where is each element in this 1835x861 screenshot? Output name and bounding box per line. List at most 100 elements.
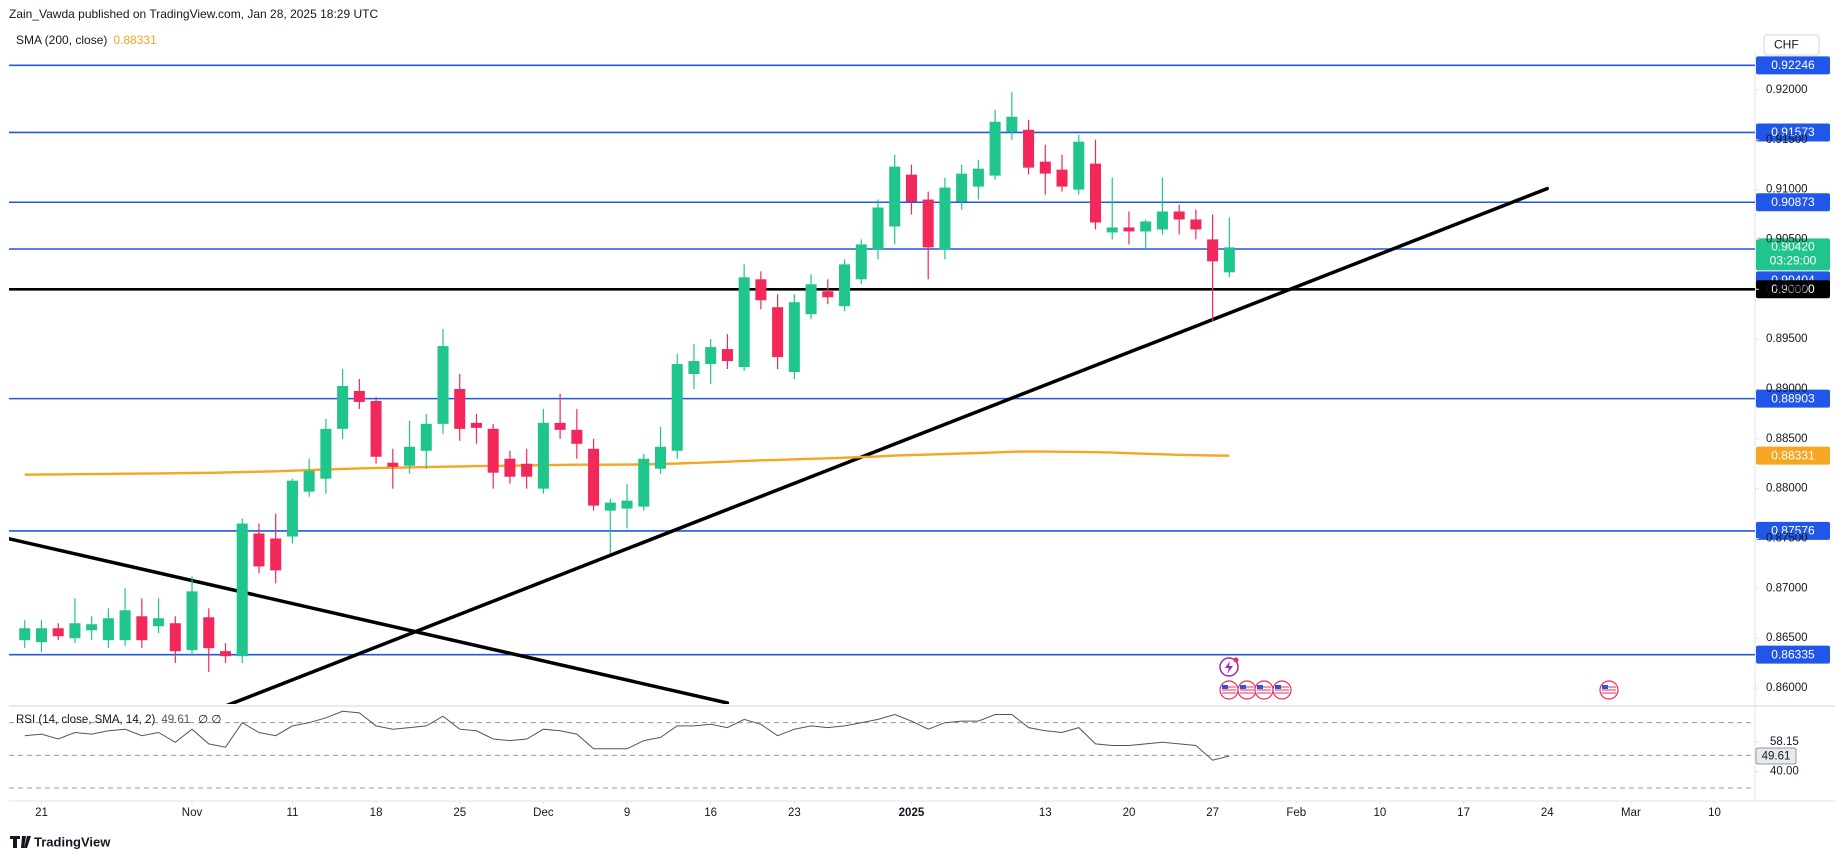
candle-body	[1156, 211, 1168, 230]
candle-body	[537, 422, 549, 489]
candle-body	[805, 284, 817, 315]
candle-body	[286, 480, 298, 537]
x-tick-label: 18	[370, 807, 383, 819]
candle-body	[1123, 227, 1135, 232]
level-label: 0.92246	[1771, 58, 1815, 72]
currency-box[interactable]	[1763, 34, 1820, 56]
y-tick-label: 0.89000	[1766, 383, 1808, 395]
x-tick-label: 20	[1123, 807, 1136, 819]
candle-body	[35, 628, 47, 643]
brand: TradingView	[10, 834, 111, 849]
level-label-box	[1756, 521, 1830, 540]
countdown: 03:29:00	[1770, 254, 1817, 268]
x-tick-label: Nov	[182, 807, 203, 819]
rsi-legend: RSI (14, close, SMA, 14, 2) 49.61 ∅ ∅	[16, 714, 221, 726]
candle-body	[370, 400, 382, 457]
last-price-box	[1756, 238, 1830, 271]
level-label: 0.91573	[1771, 125, 1815, 139]
y-tick-label: 0.91500	[1766, 134, 1808, 146]
trendline	[9, 536, 730, 704]
y-tick-label: 0.86000	[1766, 682, 1808, 694]
rsi-value-label: 49.61	[1762, 750, 1791, 762]
y-tick-label: 0.88000	[1766, 483, 1808, 495]
candle-body	[922, 199, 934, 248]
candle-body	[1223, 247, 1235, 273]
level-label-box	[1756, 645, 1830, 664]
x-tick-label: Feb	[1286, 807, 1306, 819]
level-label: 0.86335	[1771, 647, 1815, 661]
y-tick-label: 0.90000	[1766, 283, 1808, 295]
x-tick-label: 16	[704, 807, 717, 819]
candle-body	[203, 617, 215, 649]
y-tick-label: 0.88500	[1766, 433, 1808, 445]
publish-info: Zain_Vawda published on TradingView.com,…	[9, 7, 378, 21]
candle-body	[420, 423, 432, 451]
candle-body	[1073, 141, 1085, 190]
level-label-box	[1756, 56, 1830, 75]
candle-body	[1089, 163, 1102, 223]
x-tick-label: 9	[624, 807, 630, 819]
x-tick-label: Mar	[1621, 807, 1641, 819]
y-tick-label: 0.90500	[1766, 233, 1808, 245]
candle-body	[470, 422, 482, 428]
sma-legend: SMA (200, close) 0.88331	[16, 33, 157, 47]
candle-body	[119, 610, 131, 641]
candle-body	[972, 168, 984, 187]
candle-body	[671, 364, 683, 451]
x-tick-label: 17	[1457, 807, 1470, 819]
candle-body	[353, 390, 365, 402]
candle-body	[554, 422, 566, 430]
level-label-box	[1756, 280, 1830, 299]
candle-body	[504, 458, 516, 477]
y-tick-label: 0.86500	[1766, 632, 1808, 644]
x-tick-label: 11	[286, 807, 298, 819]
event-dot	[1233, 657, 1239, 663]
candle-body	[320, 428, 332, 479]
candle-body	[989, 121, 1001, 176]
x-tick-label: 23	[788, 807, 801, 819]
candle-body	[487, 428, 499, 473]
rsi-pane	[9, 710, 1755, 789]
brand-logo	[10, 836, 31, 848]
x-tick-label: Dec	[533, 807, 554, 819]
candle-body	[337, 385, 349, 429]
candle-body	[102, 618, 114, 641]
candle-body	[956, 173, 968, 202]
candle-body	[1190, 219, 1202, 230]
sma-label: 0.88331	[1771, 448, 1815, 462]
level-label-box	[1756, 389, 1830, 408]
level-label-box	[1756, 193, 1830, 212]
level-label: 0.87576	[1771, 524, 1815, 538]
y-tick-label: 0.91000	[1766, 184, 1808, 196]
sma-legend-value: 0.88331	[113, 33, 157, 47]
candle-body	[905, 174, 917, 202]
event-icons	[1219, 657, 1619, 700]
x-tick-label: 10	[1708, 807, 1721, 819]
candle-body	[688, 361, 700, 375]
candle-body	[270, 538, 282, 571]
x-tick-label: 24	[1541, 807, 1554, 819]
currency: CHF	[1774, 38, 1799, 52]
candle-body	[621, 500, 633, 509]
y-tick-label: 0.87500	[1766, 533, 1808, 545]
candle-body	[1173, 211, 1185, 220]
sma-legend-name: SMA (200, close)	[16, 33, 107, 47]
rsi-legend-value: 49.61	[161, 714, 190, 726]
level-label: 0.88903	[1771, 391, 1815, 405]
rsi-legend-status: ∅ ∅	[198, 714, 221, 726]
candle-body	[387, 462, 399, 467]
candle-body	[638, 458, 650, 507]
rsi-tick-label: 58.15	[1770, 736, 1799, 748]
candle-body	[788, 302, 800, 373]
candle-body	[303, 470, 315, 492]
candle-body	[738, 277, 750, 368]
candle-body	[454, 388, 466, 429]
rsi-line	[24, 710, 1230, 761]
candle-body	[69, 623, 81, 639]
candle-body	[253, 533, 265, 567]
candle-body	[1039, 161, 1051, 174]
rsi-legend-name: RSI (14, close, SMA, 14, 2)	[16, 714, 156, 726]
